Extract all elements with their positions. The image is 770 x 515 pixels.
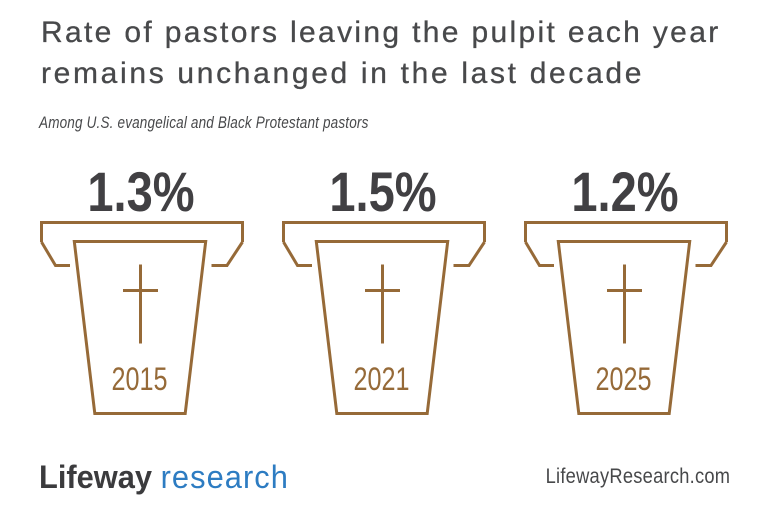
svg-text:2015: 2015 [112, 361, 168, 397]
svg-text:2025: 2025 [596, 361, 652, 397]
svg-text:2021: 2021 [354, 361, 410, 397]
